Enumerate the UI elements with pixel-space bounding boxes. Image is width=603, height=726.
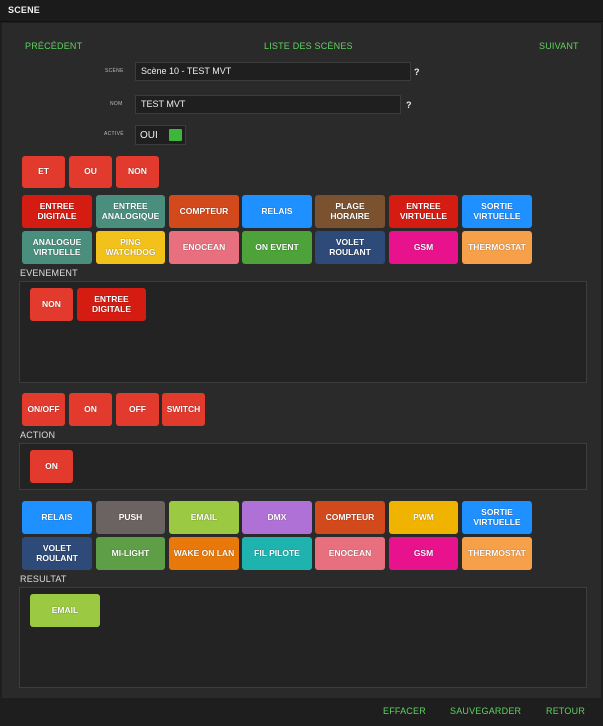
event-virtual-analog-button[interactable]: ANALOGUE VIRTUELLE <box>22 231 92 264</box>
active-switch-indicator <box>169 129 182 141</box>
active-label: ACTIVÉ <box>104 131 124 137</box>
action-switch-button[interactable]: SWITCH <box>162 393 205 426</box>
result-relay-button[interactable]: RELAIS <box>22 501 92 534</box>
result-counter-button[interactable]: COMPTEUR <box>315 501 385 534</box>
name-label: NOM <box>110 101 123 107</box>
result-email-button[interactable]: EMAIL <box>169 501 239 534</box>
action-item-on[interactable]: ON <box>30 450 73 483</box>
scene-label: SCÈNE <box>105 68 124 74</box>
logic-and-button[interactable]: ET <box>22 156 65 188</box>
action-off-button[interactable]: OFF <box>116 393 159 426</box>
next-link[interactable]: SUIVANT <box>539 41 579 51</box>
scene-field[interactable]: Scène 10 - TEST MVT <box>135 62 411 81</box>
result-push-button[interactable]: PUSH <box>96 501 165 534</box>
result-enocean-button[interactable]: ENOCEAN <box>315 537 385 570</box>
event-relay-button[interactable]: RELAIS <box>242 195 312 228</box>
event-gsm-button[interactable]: GSM <box>389 231 458 264</box>
result-pwm-button[interactable]: PWM <box>389 501 458 534</box>
event-virtual-output-button[interactable]: SORTIE VIRTUELLE <box>462 195 532 228</box>
result-gsm-button[interactable]: GSM <box>389 537 458 570</box>
event-item-digital-input[interactable]: ENTREE DIGITALE <box>77 288 146 321</box>
event-virtual-input-button[interactable]: ENTREE VIRTUELLE <box>389 195 458 228</box>
result-wake-on-lan-button[interactable]: WAKE ON LAN <box>169 537 239 570</box>
event-counter-button[interactable]: COMPTEUR <box>169 195 239 228</box>
logic-or-button[interactable]: OU <box>69 156 112 188</box>
event-enocean-button[interactable]: ENOCEAN <box>169 231 239 264</box>
event-shutter-button[interactable]: VOLET ROULANT <box>315 231 385 264</box>
result-pilot-wire-button[interactable]: FIL PILOTE <box>242 537 312 570</box>
action-on-button[interactable]: ON <box>69 393 112 426</box>
event-analog-input-button[interactable]: ENTREE ANALOGIQUE <box>96 195 165 228</box>
previous-link[interactable]: PRÉCÉDENT <box>25 41 83 51</box>
window-title: SCENE <box>8 5 41 15</box>
event-on-event-button[interactable]: ON EVENT <box>242 231 312 264</box>
clear-link[interactable]: EFFACER <box>383 706 426 716</box>
result-dmx-button[interactable]: DMX <box>242 501 312 534</box>
action-drop-area[interactable] <box>19 443 587 490</box>
save-link[interactable]: SAUVEGARDER <box>450 706 522 716</box>
event-thermostat-button[interactable]: THERMOSTAT <box>462 231 532 264</box>
scene-list-link[interactable]: LISTE DES SCÈNES <box>264 41 353 51</box>
result-shutter-button[interactable]: VOLET ROULANT <box>22 537 92 570</box>
event-time-slot-button[interactable]: PLAGE HORAIRE <box>315 195 385 228</box>
action-on-off-button[interactable]: ON/OFF <box>22 393 65 426</box>
active-toggle[interactable]: OUI <box>135 125 186 145</box>
result-section-label: RESULTAT <box>20 574 67 584</box>
active-value: OUI <box>140 130 158 141</box>
event-ping-watchdog-button[interactable]: PING WATCHDOG <box>96 231 165 264</box>
event-digital-input-button[interactable]: ENTREE DIGITALE <box>22 195 92 228</box>
window-titlebar: SCENE <box>0 0 603 22</box>
result-mi-light-button[interactable]: MI-LIGHT <box>96 537 165 570</box>
event-section-label: EVENEMENT <box>20 268 78 278</box>
event-item-not[interactable]: NON <box>30 288 73 321</box>
scene-help-icon[interactable]: ? <box>414 67 420 77</box>
logic-not-button[interactable]: NON <box>116 156 159 188</box>
result-item-email[interactable]: EMAIL <box>30 594 100 627</box>
result-drop-area[interactable] <box>19 587 587 688</box>
name-help-icon[interactable]: ? <box>406 100 412 110</box>
back-link[interactable]: RETOUR <box>546 706 586 716</box>
name-field[interactable]: TEST MVT <box>135 95 401 114</box>
result-thermostat-button[interactable]: THERMOSTAT <box>462 537 532 570</box>
result-virtual-output-button[interactable]: SORTIE VIRTUELLE <box>462 501 532 534</box>
footer-bar <box>0 698 603 726</box>
action-section-label: ACTION <box>20 430 56 440</box>
